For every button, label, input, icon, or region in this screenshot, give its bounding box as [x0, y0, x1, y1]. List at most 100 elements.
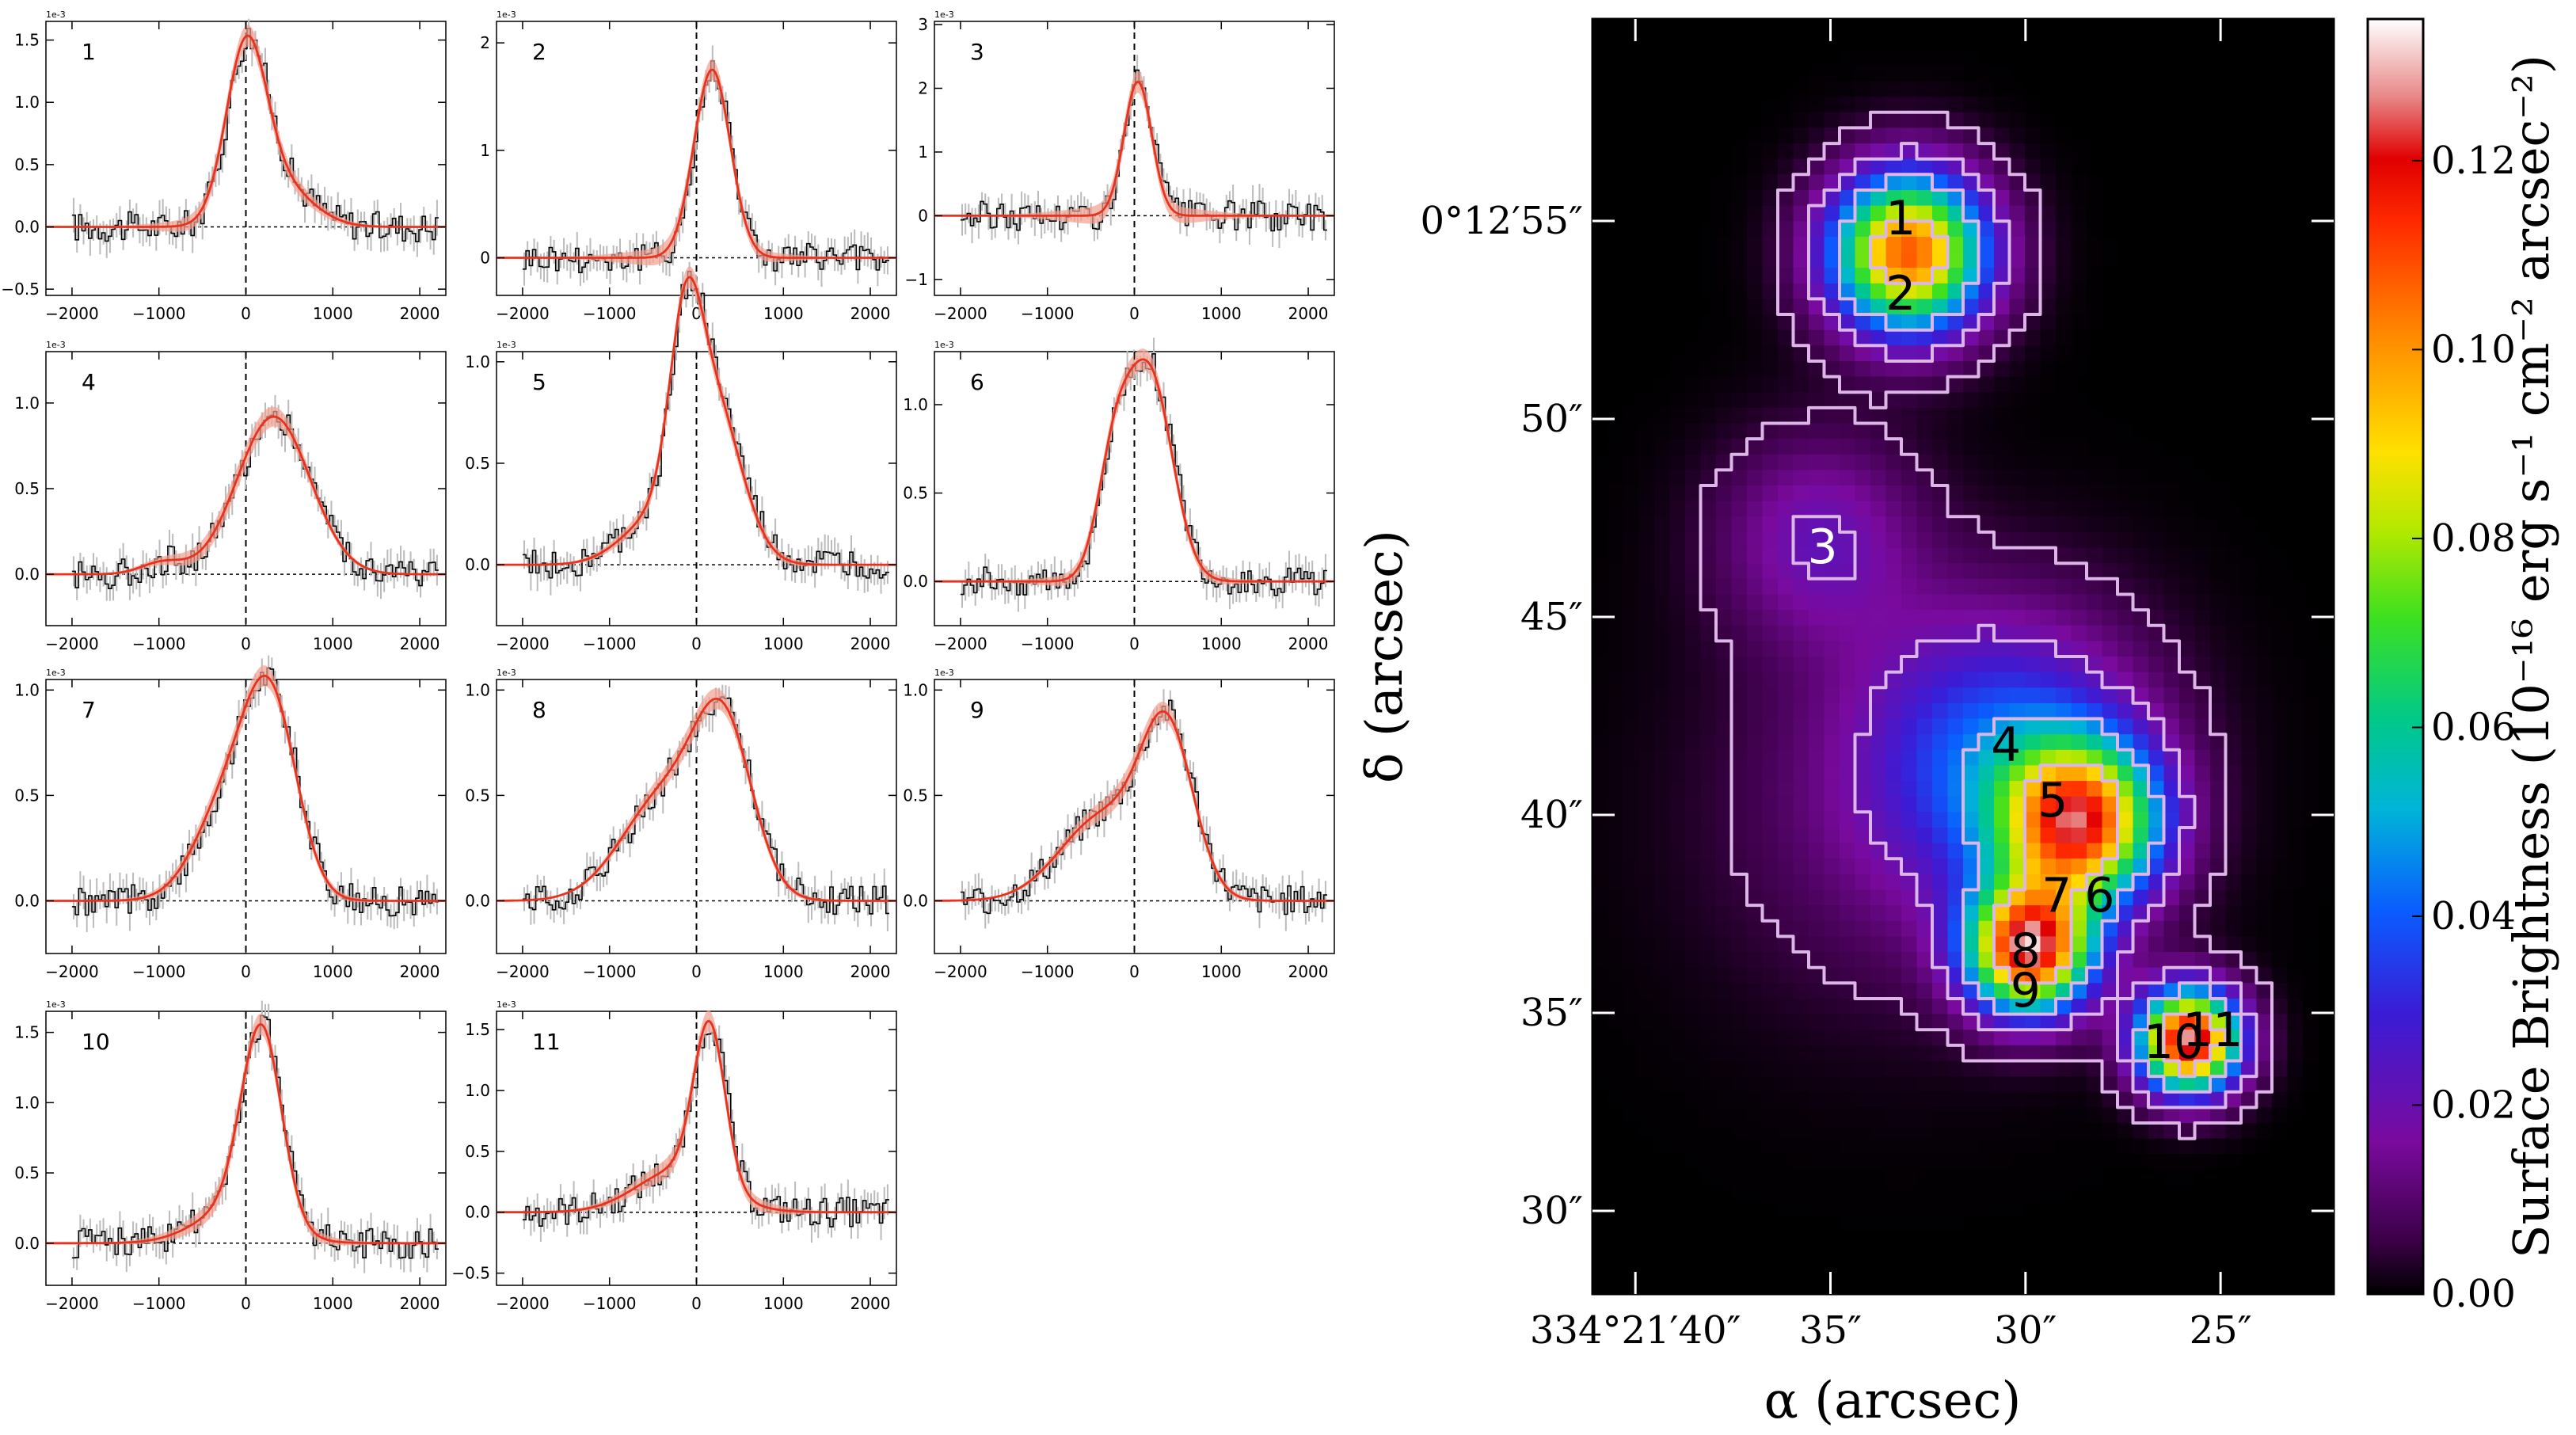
- heatmap-cell: [1762, 781, 1779, 797]
- heatmap-cell: [1716, 65, 1733, 82]
- heatmap-cell: [1762, 470, 1779, 486]
- heatmap-cell: [1840, 50, 1856, 67]
- heatmap-cell: [2194, 547, 2211, 564]
- heatmap-cell: [2210, 983, 2227, 999]
- heatmap-cell: [2210, 858, 2227, 875]
- heatmap-cell: [1731, 672, 1748, 688]
- heatmap-cell: [2071, 1060, 2087, 1077]
- heatmap-cell: [1978, 625, 1995, 641]
- heatmap-cell: [2272, 283, 2289, 299]
- heatmap-cell: [2303, 97, 2319, 113]
- heatmap-cell: [1994, 858, 2011, 875]
- heatmap-cell: [2272, 812, 2289, 828]
- heatmap-cell: [2025, 905, 2041, 922]
- heatmap-cell: [2225, 983, 2242, 999]
- heatmap-cell: [1592, 299, 1609, 315]
- heatmap-cell: [1840, 828, 1856, 844]
- heatmap-cell: [2241, 376, 2258, 393]
- heatmap-cell: [2272, 936, 2289, 953]
- heatmap-cell: [2318, 97, 2334, 113]
- heatmap-cell: [1592, 1091, 1609, 1108]
- heatmap-cell: [1731, 889, 1748, 906]
- heatmap-cell: [2287, 578, 2304, 595]
- heatmap-cell: [1994, 828, 2011, 844]
- heatmap-cell: [1700, 252, 1717, 268]
- fit-model-line: [934, 80, 1334, 217]
- heatmap-cell: [2087, 594, 2103, 611]
- fit-model-line: [497, 1019, 896, 1214]
- heatmap-cell: [2148, 128, 2165, 144]
- heatmap-cell: [2117, 828, 2134, 844]
- heatmap-cell: [2133, 765, 2149, 782]
- heatmap-cell: [2040, 858, 2057, 875]
- heatmap-cell: [2287, 765, 2304, 782]
- heatmap-cell: [2287, 563, 2304, 580]
- heatmap-cell: [2210, 221, 2227, 238]
- heatmap-cell: [2040, 128, 2057, 144]
- x-tick-label: 2000: [400, 962, 440, 981]
- heatmap-cell: [1700, 874, 1717, 891]
- heatmap-cell: [1778, 657, 1794, 673]
- heatmap-cell: [2133, 485, 2149, 502]
- heatmap-cell: [2025, 1045, 2041, 1062]
- heatmap-cell: [2102, 454, 2118, 470]
- heatmap-cell: [1947, 376, 1964, 393]
- y-tick-label: 0.0: [465, 1203, 490, 1222]
- heatmap-cell: [1901, 190, 1918, 207]
- heatmap-cell: [1669, 34, 1686, 51]
- heatmap-cell: [1592, 687, 1609, 704]
- heatmap-cell: [1994, 563, 2011, 580]
- heatmap-cell: [2272, 796, 2289, 813]
- heatmap-cell: [1747, 314, 1764, 331]
- heatmap-cell: [1994, 516, 2011, 533]
- heatmap-cell: [2241, 687, 2258, 704]
- heatmap-cell: [1623, 112, 1640, 128]
- heatmap-cell: [1592, 329, 1609, 346]
- heatmap-cell: [2179, 268, 2196, 284]
- heatmap-cell: [2133, 843, 2149, 859]
- heatmap-cell: [1840, 702, 1856, 720]
- heatmap-cell: [1638, 610, 1655, 626]
- heatmap-cell: [1778, 501, 1794, 517]
- heatmap-cell: [2241, 858, 2258, 875]
- heatmap-cell: [1654, 967, 1671, 984]
- heatmap-cell: [1778, 65, 1794, 82]
- heatmap-cell: [2056, 1030, 2072, 1046]
- heatmap-cell: [2179, 252, 2196, 268]
- heatmap-cell: [1778, 889, 1794, 906]
- heatmap-cell: [1700, 1076, 1717, 1093]
- heatmap-cell: [1638, 205, 1655, 222]
- heatmap-cell: [1978, 50, 1995, 67]
- heatmap-cell: [1809, 812, 1825, 828]
- heatmap-cell: [2040, 578, 2057, 595]
- heatmap-cell: [1978, 236, 1995, 253]
- heatmap-cell: [1932, 34, 1949, 51]
- heatmap-cell: [2194, 329, 2211, 346]
- heatmap-cell: [2117, 1030, 2134, 1046]
- heatmap-cell: [2318, 158, 2334, 175]
- heatmap-cell: [2071, 936, 2087, 953]
- heatmap-cell: [2040, 112, 2057, 128]
- heatmap-cell: [2225, 625, 2242, 641]
- heatmap-cell: [1731, 999, 1748, 1015]
- heatmap-cell: [2040, 983, 2057, 999]
- heatmap-cell: [2087, 999, 2103, 1015]
- heatmap-cell: [1669, 734, 1686, 751]
- heatmap-cell: [1778, 920, 1794, 937]
- heatmap-cell: [2256, 190, 2273, 207]
- heatmap-cell: [1778, 828, 1794, 844]
- heatmap-cell: [2025, 112, 2041, 128]
- heatmap-cell: [1623, 563, 1640, 580]
- heatmap-cell: [2087, 920, 2103, 937]
- heatmap-cell: [1747, 843, 1764, 859]
- heatmap-cell: [2040, 19, 2057, 36]
- heatmap-cell: [1994, 1060, 2011, 1077]
- heatmap-cell: [2056, 112, 2072, 128]
- heatmap-cell: [1994, 236, 2011, 253]
- heatmap-cell: [1932, 702, 1949, 720]
- heatmap-cell: [2303, 843, 2319, 859]
- heatmap-cell: [1947, 812, 1964, 828]
- heatmap-cell: [2071, 345, 2087, 362]
- heatmap-cell: [2009, 531, 2026, 549]
- heatmap-cell: [1963, 672, 1980, 688]
